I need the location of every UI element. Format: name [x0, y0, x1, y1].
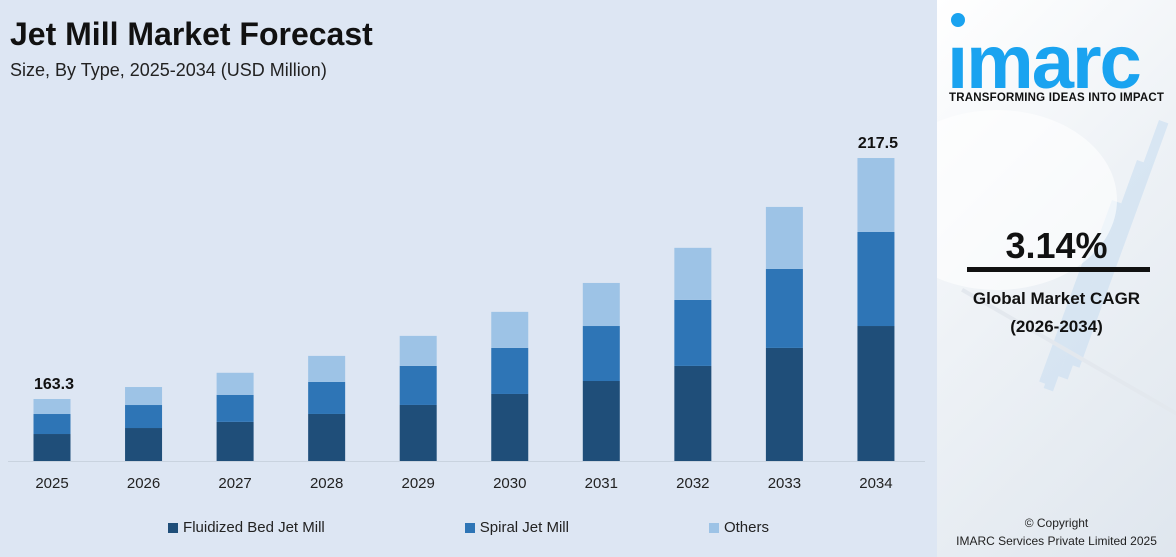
bar-segment-2030-2: [491, 311, 529, 348]
legend-item-fluidized: Fluidized Bed Jet Mill: [168, 519, 325, 536]
bar-segment-2027-0: [216, 421, 254, 461]
x-tick-label: 2027: [218, 475, 251, 492]
legend-label: Fluidized Bed Jet Mill: [183, 519, 325, 536]
x-tick-label: 2034: [859, 475, 892, 492]
tagline: TRANSFORMING IDEAS INTO IMPACT: [949, 92, 1165, 104]
x-tick-label: 2026: [127, 475, 160, 492]
legend-swatch: [708, 522, 719, 533]
legend-item-spiral: Spiral Jet Mill: [464, 519, 569, 536]
x-tick-label: 2032: [676, 475, 709, 492]
bar-segment-2031-2: [582, 282, 620, 327]
cagr-value: 3.14%: [1005, 225, 1108, 266]
bar-segment-2025-1: [33, 414, 71, 435]
bar-segment-2034-2: [857, 158, 895, 232]
bar-segment-2032-2: [674, 247, 712, 300]
bar-segment-2029-2: [399, 335, 437, 366]
chart-subtitle: Size, By Type, 2025-2034 (USD Million): [10, 60, 327, 80]
bar-segment-2027-1: [216, 394, 254, 422]
bar-segment-2026-1: [125, 405, 163, 429]
data-label-2034: 217.5: [858, 135, 898, 152]
x-tick-label: 2033: [768, 475, 801, 492]
bar-segment-2030-0: [491, 393, 529, 461]
x-tick-label: 2031: [585, 475, 618, 492]
bar-segment-2033-2: [765, 206, 803, 269]
bar-segment-2034-0: [857, 326, 895, 461]
bar-segment-2032-0: [674, 365, 712, 461]
side-panel: ımarc TRANSFORMING IDEAS INTO IMPACT 3.1…: [937, 0, 1176, 557]
bar-segment-2033-1: [765, 268, 803, 348]
bar-segment-2026-0: [125, 428, 163, 461]
x-tick-label: 2025: [35, 475, 68, 492]
x-tick-label: 2030: [493, 475, 526, 492]
x-tick-label: 2028: [310, 475, 343, 492]
legend-label: Spiral Jet Mill: [479, 519, 569, 536]
bar-segment-2031-0: [582, 381, 620, 461]
bar-segment-2028-1: [308, 381, 346, 414]
bar-segment-2033-0: [765, 347, 803, 461]
x-tick-label: 2029: [402, 475, 435, 492]
bar-segment-2028-0: [308, 413, 346, 461]
svg-text:ımarc: ımarc: [947, 20, 1141, 93]
legend-swatch: [464, 522, 475, 533]
background-chart-graphic: [937, 110, 1176, 432]
bar-segment-2031-1: [582, 326, 620, 382]
imarc-logo: ımarc: [947, 13, 1143, 93]
bar-segment-2034-1: [857, 231, 895, 327]
bar-segment-2026-2: [125, 387, 163, 406]
legend: Fluidized Bed Jet Mill Spiral Jet Mill O…: [0, 519, 937, 536]
bar-segment-2025-0: [33, 434, 71, 461]
bar-segment-2032-1: [674, 299, 712, 366]
bar-segment-2025-2: [33, 399, 71, 415]
bar-segment-2029-0: [399, 404, 437, 461]
cagr-label: Global Market CAGR: [972, 289, 1141, 308]
legend-item-others: Others: [708, 519, 769, 536]
divider: [967, 267, 1150, 272]
legend-swatch: [168, 522, 179, 533]
bar-segment-2028-2: [308, 355, 346, 382]
cagr-period: (2026-2034): [1010, 317, 1103, 336]
stacked-bar-chart: 2025 163.3 2026 2027 2028 2029 2030 2031 2032 203…: [8, 135, 925, 492]
company-name: IMARC Services Private Limited 2025: [956, 534, 1157, 548]
legend-label: Others: [723, 519, 769, 536]
copyright: © Copyright: [1024, 516, 1089, 530]
bar-segment-2027-2: [216, 372, 254, 395]
bar-segment-2029-1: [399, 365, 437, 405]
chart-title: Jet Mill Market Forecast: [10, 16, 373, 52]
data-label-2025: 163.3: [34, 376, 74, 393]
bar-segment-2030-1: [491, 347, 529, 394]
